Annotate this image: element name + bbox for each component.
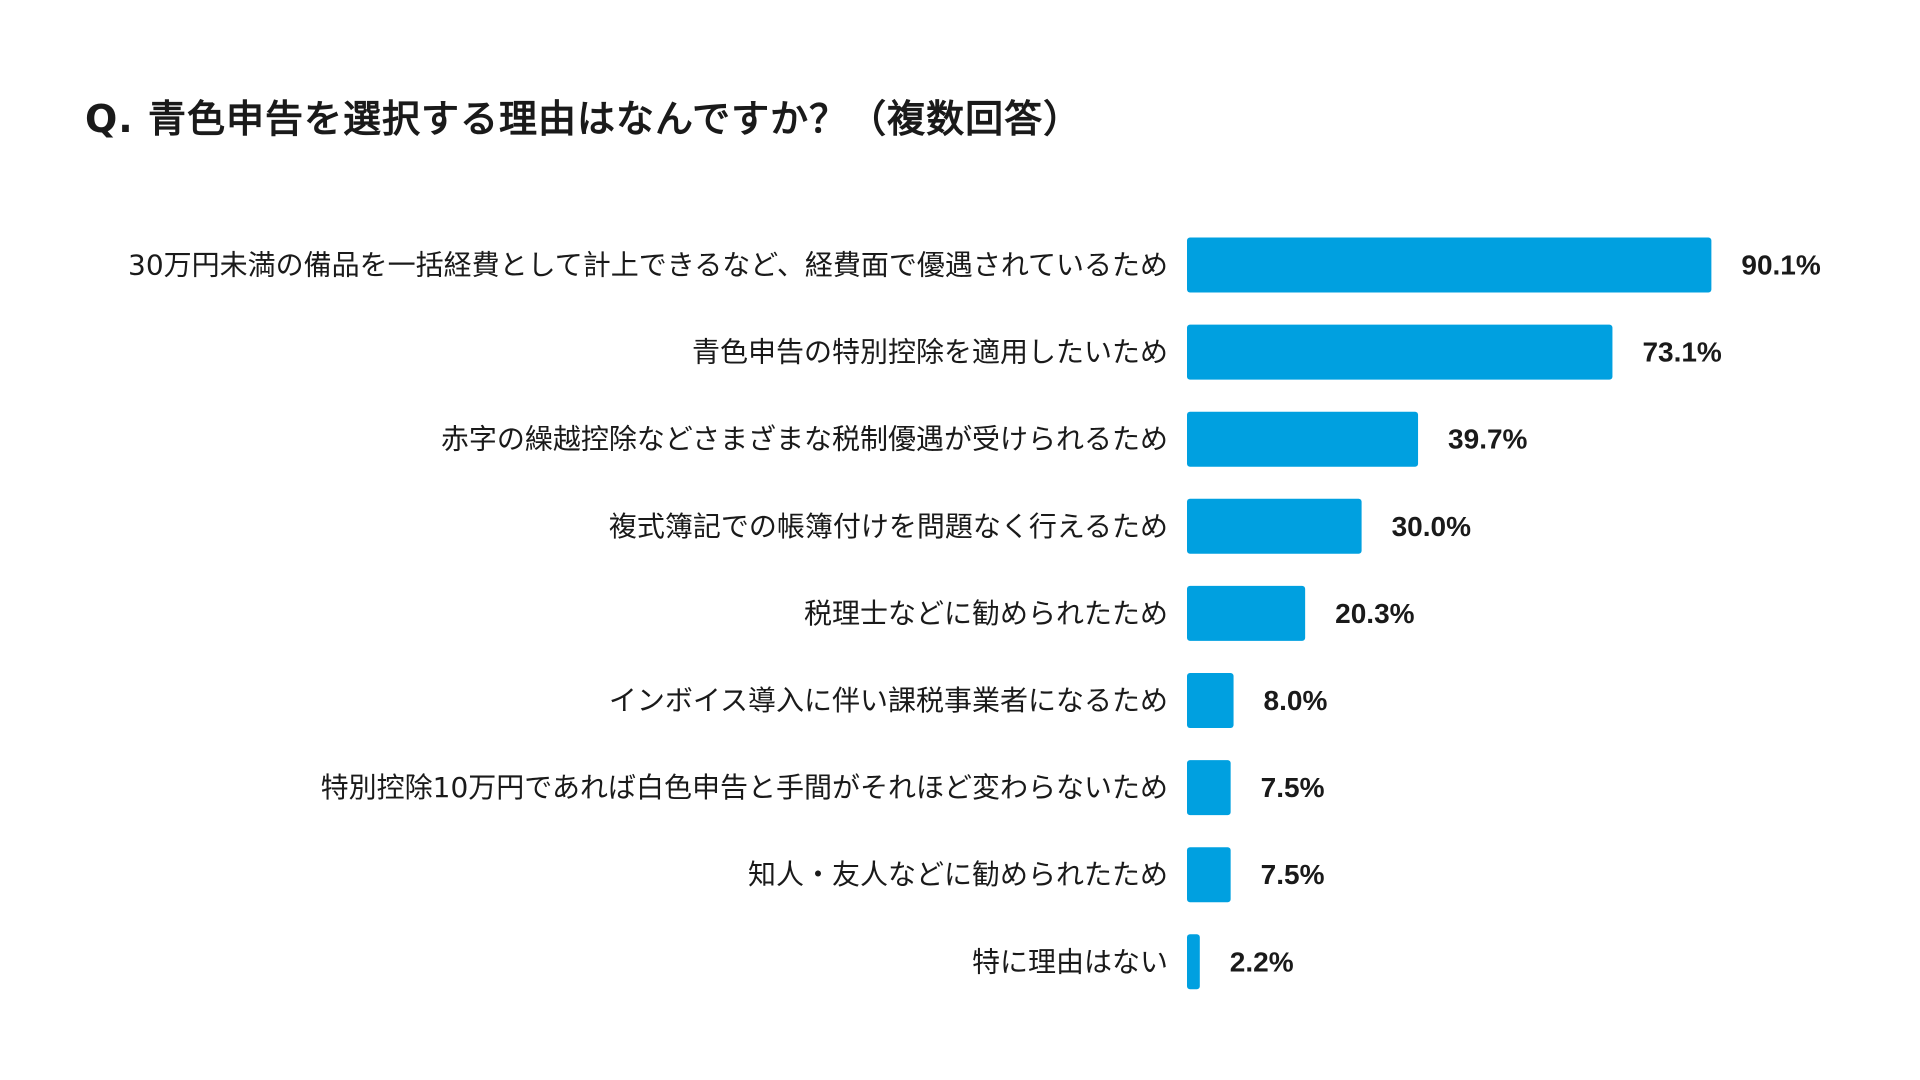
chart-title: Q. 青色申告を選択する理由はなんですか？（複数回答）	[85, 97, 1083, 141]
category-label: 特に理由はない	[972, 945, 1168, 978]
value-label: 20.3%	[1335, 598, 1414, 629]
value-label: 90.1%	[1741, 250, 1820, 281]
value-label: 39.7%	[1448, 424, 1527, 455]
category-label: 税理士などに勧められたため	[804, 597, 1168, 630]
bar	[1187, 934, 1200, 990]
bar	[1187, 760, 1231, 816]
bar	[1187, 498, 1362, 554]
value-label: 8.0%	[1264, 685, 1328, 716]
category-label: 赤字の繰越控除などさまざまな税制優遇が受けられるため	[441, 423, 1168, 456]
value-label: 30.0%	[1392, 511, 1471, 542]
value-label: 2.2%	[1230, 946, 1294, 977]
category-label: 30万円未満の備品を一括経費として計上できるなど、経費面で優遇されているため	[128, 249, 1168, 282]
value-label: 7.5%	[1261, 772, 1325, 803]
value-label: 73.1%	[1642, 337, 1721, 368]
bar	[1187, 585, 1306, 641]
bar	[1187, 324, 1613, 380]
bar	[1187, 411, 1419, 467]
bar	[1187, 847, 1231, 903]
category-label: 特別控除10万円であれば白色申告と手間がそれほど変わらないため	[321, 771, 1168, 804]
category-label: 知人・友人などに勧められたため	[748, 858, 1168, 891]
category-label: 青色申告の特別控除を適用したいため	[692, 336, 1168, 369]
bar	[1187, 673, 1234, 728]
category-label: 複式簿記での帳簿付けを問題なく行えるため	[609, 510, 1168, 543]
category-label: インボイス導入に伴い課税事業者になるため	[609, 684, 1168, 717]
bar	[1187, 237, 1712, 293]
value-label: 7.5%	[1261, 859, 1325, 890]
